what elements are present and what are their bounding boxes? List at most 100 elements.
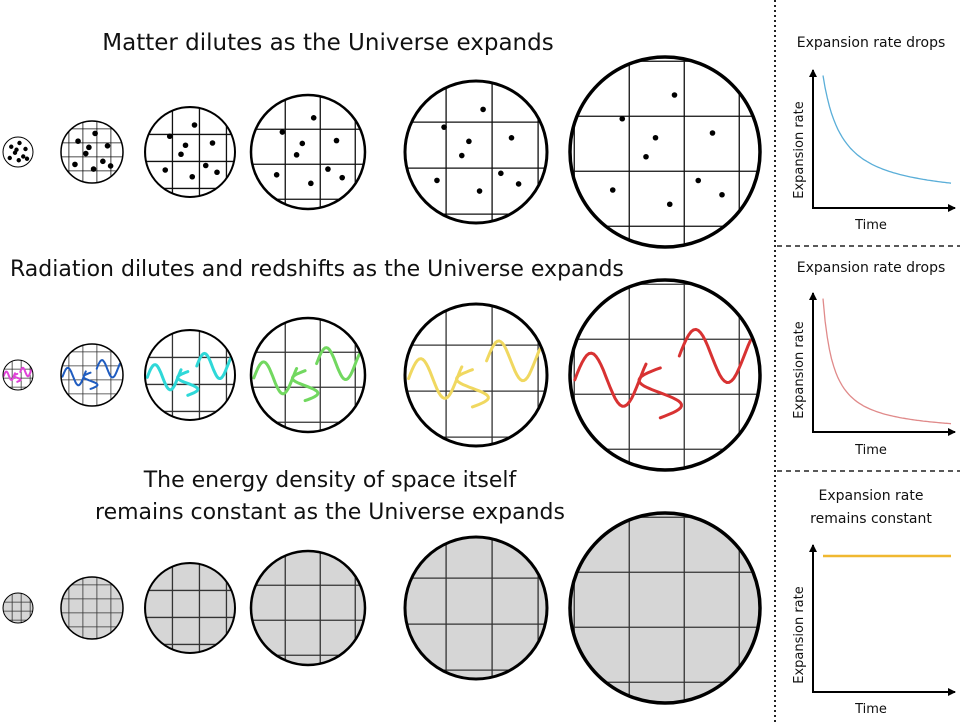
matter-particle bbox=[333, 137, 340, 144]
photon-wave bbox=[145, 363, 183, 392]
matter-particle bbox=[498, 170, 504, 177]
circle-outline bbox=[249, 316, 367, 434]
y-axis-arrow-icon bbox=[809, 69, 817, 77]
photon-wave bbox=[176, 370, 200, 397]
radiation-universe-circle bbox=[2, 359, 34, 391]
y-axis-arrow-icon bbox=[809, 544, 817, 552]
matter-particle bbox=[671, 92, 678, 98]
expansion-rate-chart bbox=[809, 69, 956, 212]
matter-particle bbox=[308, 180, 314, 187]
circle-outline bbox=[60, 120, 124, 184]
matter-particle bbox=[202, 162, 209, 169]
matter-particle bbox=[182, 142, 189, 149]
panel3-title-line1: Expansion rate bbox=[819, 488, 924, 504]
expansion-rate-chart bbox=[809, 292, 956, 436]
circle-outline bbox=[403, 79, 549, 225]
circle-outline bbox=[403, 302, 549, 448]
matter-particle bbox=[107, 163, 114, 169]
photon-wave bbox=[82, 371, 99, 390]
circle-outline bbox=[568, 511, 762, 705]
chart-axes bbox=[812, 70, 955, 209]
radiation-universe-circle bbox=[249, 316, 367, 434]
matter-particle bbox=[459, 152, 465, 159]
y-axis-arrow-icon bbox=[809, 292, 817, 300]
photon-wave bbox=[677, 327, 752, 385]
matter-particle bbox=[24, 156, 30, 161]
matter-particle bbox=[191, 122, 198, 128]
matter-particle bbox=[178, 151, 184, 158]
matter-particle bbox=[325, 166, 331, 172]
x-axis-arrow-icon bbox=[948, 428, 956, 436]
matter-particle bbox=[434, 177, 440, 184]
matter-particle bbox=[652, 134, 659, 141]
matter-particle bbox=[293, 152, 300, 158]
matter-particle bbox=[666, 201, 673, 208]
matter-particle bbox=[162, 167, 169, 173]
vacuum-row-title-line2: remains constant as the Universe expands bbox=[95, 500, 565, 525]
matter-particle bbox=[72, 161, 78, 168]
radiation-universe-circle bbox=[60, 343, 124, 407]
matter-particle bbox=[9, 144, 14, 149]
matter-particle bbox=[16, 158, 21, 163]
vacuum-universe-circle bbox=[144, 562, 236, 654]
expansion-rate-curve bbox=[822, 75, 952, 184]
circle-outline bbox=[2, 592, 34, 624]
vacuum-row-title-line1: The energy density of space itself bbox=[143, 468, 518, 493]
matter-universe-circle bbox=[144, 106, 236, 198]
matter-particle bbox=[90, 166, 97, 172]
circle-outline bbox=[144, 106, 236, 198]
grid-lines bbox=[251, 95, 365, 209]
matter-particle bbox=[86, 144, 92, 151]
matter-particle bbox=[21, 154, 26, 159]
matter-universe-circle bbox=[249, 93, 367, 211]
photon-wave bbox=[637, 366, 683, 420]
photon-wave bbox=[315, 346, 361, 382]
chart-axes bbox=[812, 545, 955, 693]
panel1-xlabel: Time bbox=[854, 218, 887, 233]
expansion-rate-chart bbox=[809, 544, 956, 696]
panel2-xlabel: Time bbox=[854, 443, 887, 458]
circle-outline bbox=[403, 535, 549, 681]
matter-particle bbox=[100, 158, 106, 165]
matter-particle bbox=[476, 188, 483, 194]
circle-outline bbox=[144, 562, 236, 654]
radiation-universe-circle bbox=[403, 302, 549, 448]
x-axis-arrow-icon bbox=[948, 688, 956, 696]
vacuum-universe-circle bbox=[403, 535, 549, 681]
matter-row-title: Matter dilutes as the Universe expands bbox=[102, 30, 553, 56]
matter-particle bbox=[480, 106, 486, 113]
radiation-row-title: Radiation dilutes and redshifts as the U… bbox=[10, 257, 624, 282]
radiation-universe-circle bbox=[568, 278, 762, 472]
photon-wave bbox=[407, 357, 464, 400]
circle-outline bbox=[144, 329, 236, 421]
panel3-ylabel: Expansion rate bbox=[792, 586, 807, 683]
matter-particle bbox=[23, 146, 28, 152]
matter-particle bbox=[299, 140, 306, 147]
photon-wave bbox=[2, 370, 16, 381]
matter-particle bbox=[643, 153, 649, 160]
photon-wave bbox=[95, 359, 121, 379]
circle-outline bbox=[249, 549, 367, 667]
matter-particle bbox=[75, 138, 81, 144]
matter-universe-circle bbox=[403, 79, 549, 225]
panel3-xlabel: Time bbox=[854, 702, 887, 717]
x-axis-arrow-icon bbox=[948, 204, 956, 212]
matter-particle bbox=[17, 140, 22, 146]
vacuum-universe-circle bbox=[2, 592, 34, 624]
circle-outline bbox=[60, 576, 124, 640]
matter-particle bbox=[14, 147, 19, 152]
panel2-ylabel: Expansion rate bbox=[792, 321, 807, 418]
panel1-title: Expansion rate drops bbox=[797, 35, 946, 51]
photon-wave bbox=[19, 366, 33, 378]
matter-particle bbox=[273, 172, 280, 178]
matter-particle bbox=[310, 115, 317, 121]
vacuum-universe-circle bbox=[568, 511, 762, 705]
circle-outline bbox=[249, 93, 367, 211]
matter-particle bbox=[508, 135, 515, 141]
circle-outline bbox=[2, 136, 34, 168]
matter-particle bbox=[166, 133, 173, 140]
matter-particle bbox=[209, 140, 216, 146]
expansion-rate-curve bbox=[822, 298, 952, 425]
